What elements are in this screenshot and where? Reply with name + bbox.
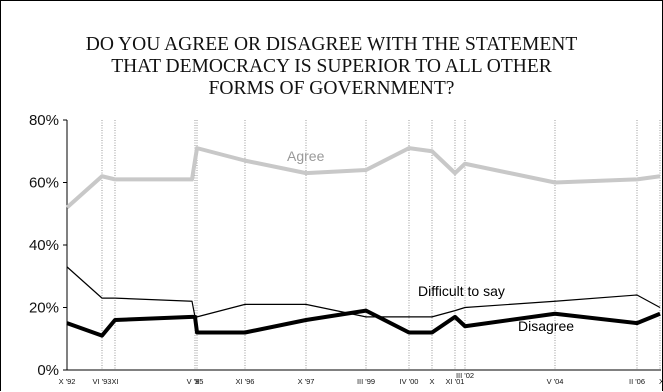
x-tick-label: X '92	[59, 377, 76, 386]
y-tick-label: 40%	[29, 237, 59, 254]
x-tick-label: XI	[659, 377, 663, 386]
series-line-difficult-to-say	[66, 266, 661, 318]
title-line-3: FORMS OF GOVERNMENT?	[208, 78, 455, 99]
x-tick-label: IV '00	[400, 377, 419, 386]
x-tick-label: XI '96	[236, 377, 255, 386]
x-tick-label: V '95	[187, 377, 204, 386]
x-tick-label: XI '01	[446, 377, 465, 386]
x-tick-label: III '02	[456, 371, 474, 380]
series-label-disagree: Disagree	[518, 318, 574, 334]
x-tick-label: VI '93	[93, 377, 112, 386]
chart-title: DO YOU AGREE OR DISAGREE WITH THE STATEM…	[0, 34, 663, 100]
y-tick-label: 80%	[29, 112, 59, 129]
series-line-agree	[65, 146, 661, 209]
x-tick-label: X '97	[298, 377, 315, 386]
y-tick-label: 0%	[37, 362, 59, 379]
series-label-agree: Agree	[287, 148, 325, 164]
x-tick-label: II '06	[629, 377, 645, 386]
x-tick-label: V '04	[547, 377, 564, 386]
title-line-1: DO YOU AGREE OR DISAGREE WITH THE STATEM…	[85, 34, 578, 55]
x-tick-label: X	[429, 377, 434, 386]
title-line-2: THAT DEMOCRACY IS SUPERIOR TO ALL OTHER	[111, 56, 552, 77]
series-line-disagree	[66, 308, 661, 338]
x-tick-label: III '99	[357, 377, 375, 386]
series-label-difficult: Difficult to say	[418, 283, 505, 299]
y-tick-label: 60%	[29, 175, 59, 192]
x-tick-label: X	[194, 377, 199, 386]
y-tick-label: 20%	[29, 300, 59, 317]
x-tick-label: XI	[111, 377, 118, 386]
